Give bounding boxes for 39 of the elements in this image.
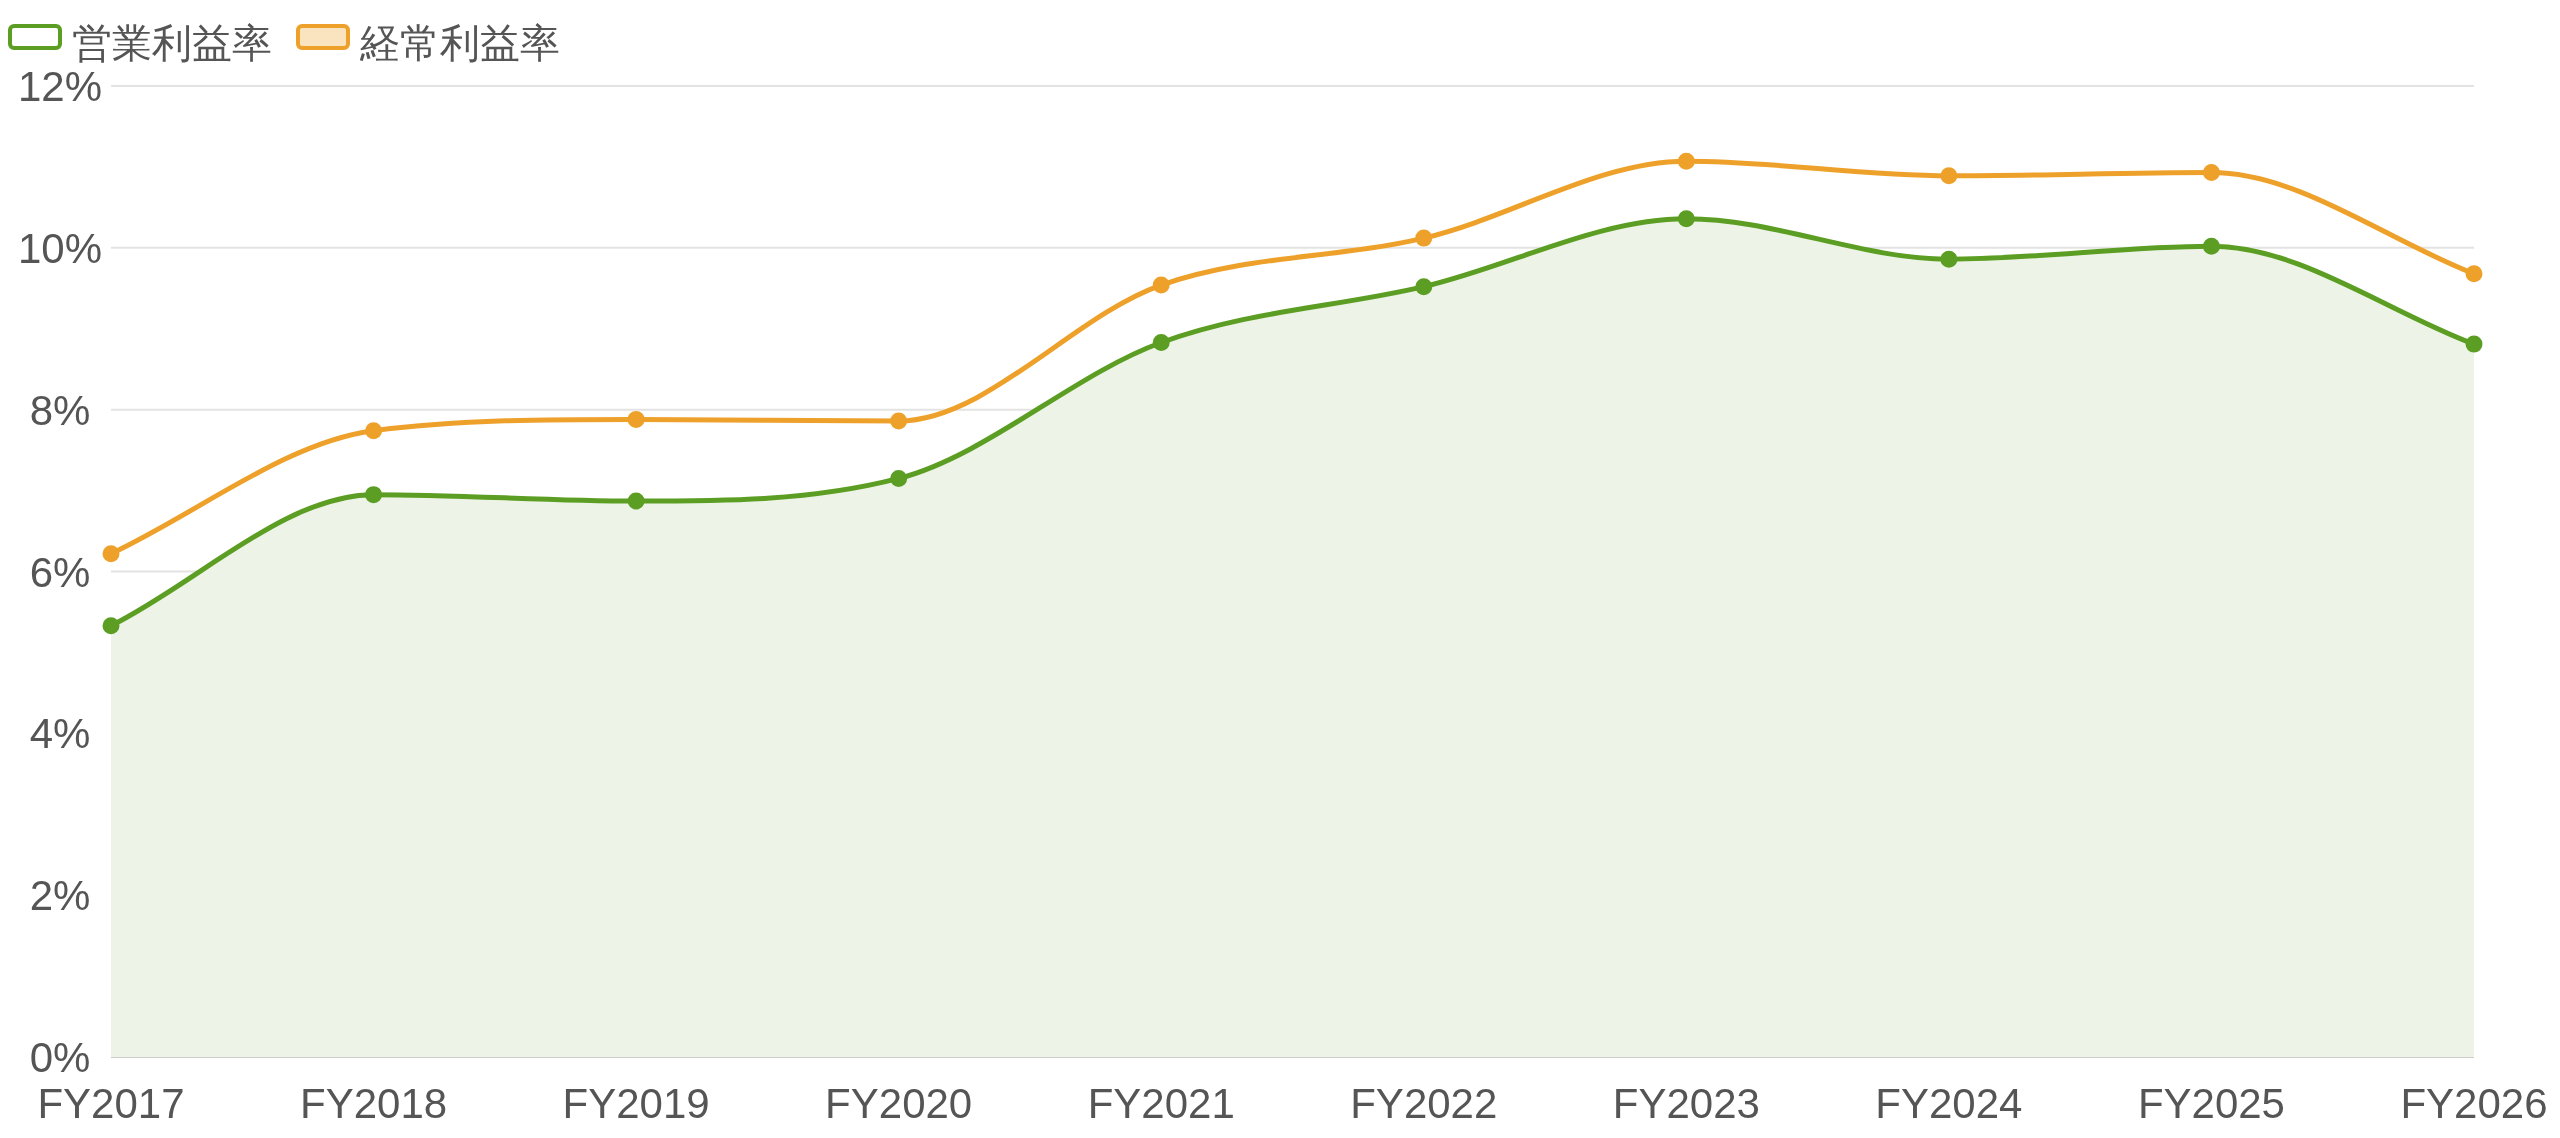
point: [102, 617, 120, 635]
point: [627, 410, 645, 428]
point: [1940, 250, 1958, 268]
point: [890, 412, 908, 430]
y-tick-label: 0%: [29, 1034, 91, 1081]
point: [890, 469, 908, 487]
y-tick-label: 8%: [29, 386, 91, 434]
point: [1152, 276, 1170, 294]
y-tick-label: 6%: [29, 548, 91, 596]
x-tick-label: FY2020: [825, 1080, 973, 1127]
point: [1152, 334, 1170, 352]
point: [627, 492, 645, 510]
x-tick-label: FY2018: [300, 1080, 448, 1127]
x-tick-label: FY2022: [1350, 1080, 1498, 1127]
point: [1677, 210, 1695, 228]
x-tick-label: FY2024: [1875, 1080, 2023, 1127]
legend-label: 営業利益率: [72, 21, 272, 65]
y-tick-label: 2%: [29, 872, 91, 920]
x-tick-label: FY2026: [2400, 1080, 2548, 1127]
point: [2202, 164, 2220, 182]
y-tick-label: 4%: [29, 710, 91, 758]
point: [365, 486, 383, 504]
x-tick-label: FY2019: [562, 1080, 710, 1127]
x-tick-label: FY2021: [1087, 1080, 1235, 1127]
point: [365, 422, 383, 440]
point: [1415, 229, 1433, 247]
x-tick-label: FY2023: [1612, 1080, 1760, 1127]
y-tick-label: 12%: [17, 63, 103, 110]
x-tick-label: FY2017: [37, 1080, 185, 1127]
point: [1415, 278, 1433, 296]
point: [1677, 152, 1695, 170]
y-tick-label: 10%: [17, 224, 103, 272]
point: [2202, 237, 2220, 255]
legend-label: 経常利益率: [359, 21, 560, 65]
point: [102, 545, 120, 563]
point: [2465, 265, 2483, 283]
x-tick-label: FY2025: [2137, 1080, 2285, 1127]
point: [2465, 335, 2483, 353]
point: [1940, 167, 1958, 185]
